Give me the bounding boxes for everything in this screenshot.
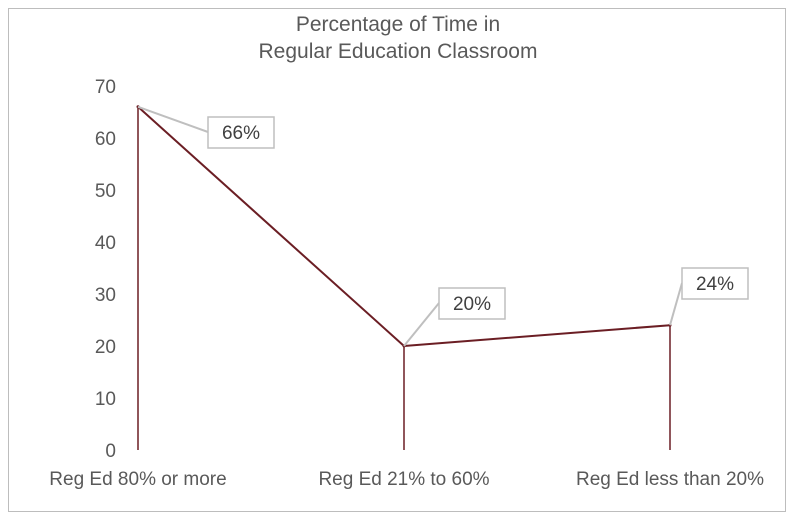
data-label-callout: 24% <box>669 267 749 326</box>
callout-box <box>681 267 749 300</box>
chart-title-line-1: Percentage of Time in <box>296 13 500 36</box>
callout-leader-line <box>137 105 209 133</box>
y-tick-label: 60 <box>95 129 116 150</box>
data-label: 24% <box>696 274 734 295</box>
callout-box <box>438 287 506 320</box>
data-label: 66% <box>222 123 260 144</box>
data-labels: 66% 20% 24% <box>137 105 749 347</box>
y-tick-label: 40 <box>95 233 116 254</box>
x-category-label: Reg Ed 80% or more <box>49 469 226 490</box>
chart-title: Percentage of Time in Regular Education … <box>259 13 538 63</box>
callout-box <box>207 116 275 149</box>
y-tick-label: 20 <box>95 337 116 358</box>
y-tick-label: 50 <box>95 181 116 202</box>
drop-lines <box>137 106 671 450</box>
y-tick-label: 0 <box>105 441 116 462</box>
y-tick-label: 30 <box>95 285 116 306</box>
callout-leader-line <box>403 302 440 347</box>
y-tick-label: 70 <box>95 77 116 98</box>
x-category-label: Reg Ed 21% to 60% <box>318 469 489 490</box>
y-tick-label: 10 <box>95 389 116 410</box>
chart-title-line-2: Regular Education Classroom <box>259 40 538 63</box>
x-category-label: Reg Ed less than 20% <box>576 469 764 490</box>
y-axis-ticks: 0 10 20 30 40 50 60 70 <box>95 77 116 462</box>
data-label-callout: 20% <box>403 287 506 347</box>
callout-leader-line <box>669 282 683 326</box>
data-label: 20% <box>453 294 491 315</box>
data-label-callout: 66% <box>137 105 275 149</box>
x-axis-categories: Reg Ed 80% or more Reg Ed 21% to 60% Reg E… <box>49 469 764 490</box>
